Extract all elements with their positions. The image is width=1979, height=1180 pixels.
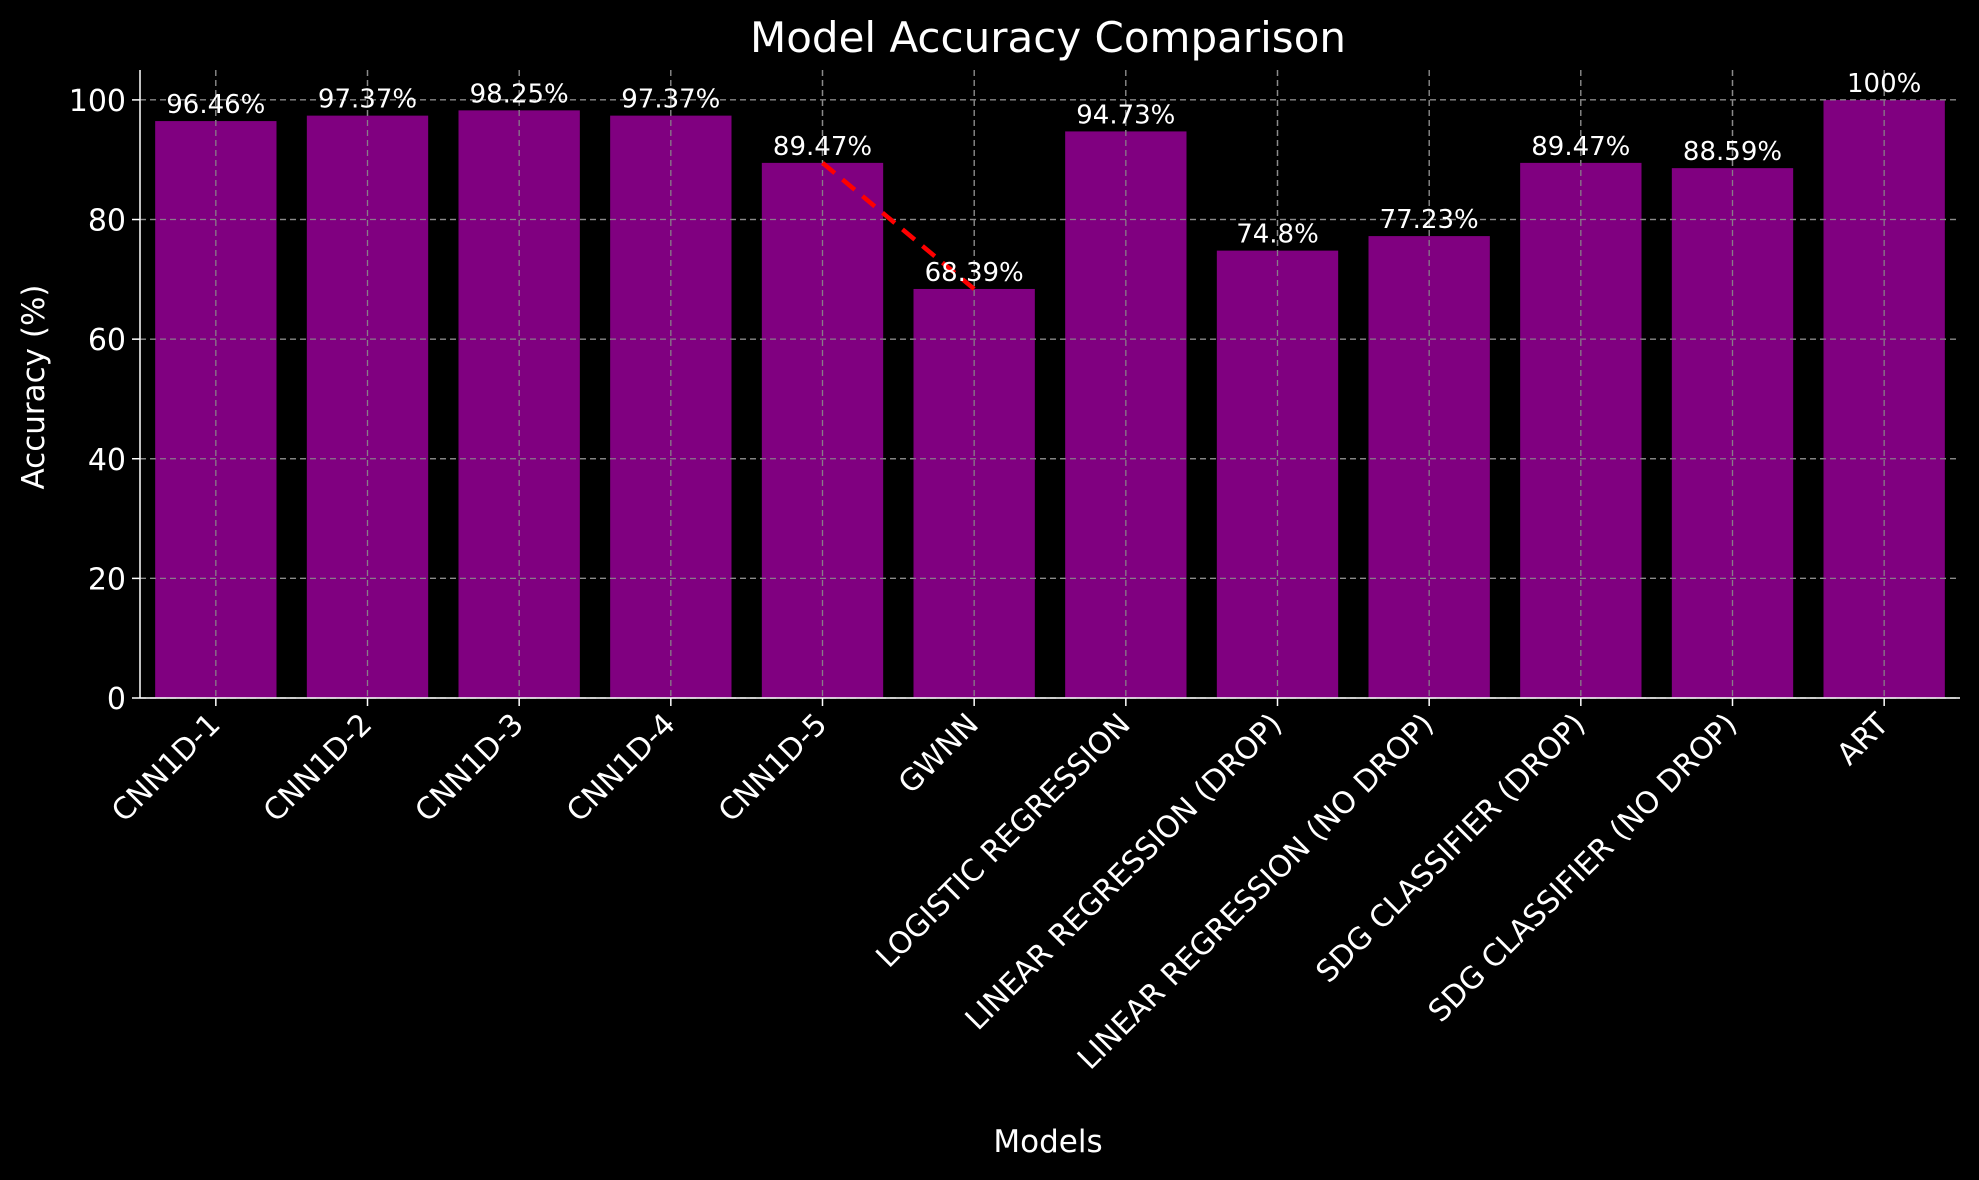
y-tick-label: 40: [88, 443, 126, 478]
y-tick-label: 100: [69, 84, 126, 119]
data-label: 96.46%: [166, 90, 265, 120]
value-labels: 96.46% 97.37% 98.25% 97.37% 89.47% 68.39% 94.7…: [166, 69, 1921, 288]
data-label: 89.47%: [1531, 132, 1630, 162]
y-tick-label: 0: [107, 682, 126, 717]
data-label: 89.47%: [773, 132, 872, 162]
y-tick-label: 80: [88, 204, 126, 239]
data-label: 100%: [1847, 69, 1921, 99]
trend-dashed-line: [821, 161, 976, 291]
y-tick-label: 20: [88, 562, 126, 597]
data-label: 88.59%: [1683, 137, 1782, 167]
bars: [140, 70, 1960, 699]
data-label: 98.25%: [470, 79, 569, 109]
y-tick-label: 60: [88, 323, 126, 358]
data-label: 97.37%: [621, 85, 720, 115]
x-axis-title: Models: [993, 1124, 1102, 1160]
chart-title: Model Accuracy Comparison: [750, 13, 1346, 62]
data-label: 94.73%: [1076, 100, 1175, 130]
y-axis-title: Accuracy (%): [16, 284, 52, 489]
data-label: 77.23%: [1380, 205, 1479, 235]
bar-art: [1823, 99, 1945, 698]
annotations: [821, 161, 976, 291]
data-label: 68.39%: [925, 258, 1024, 288]
data-label: 74.8%: [1236, 220, 1319, 250]
data-label: 97.37%: [318, 85, 417, 115]
